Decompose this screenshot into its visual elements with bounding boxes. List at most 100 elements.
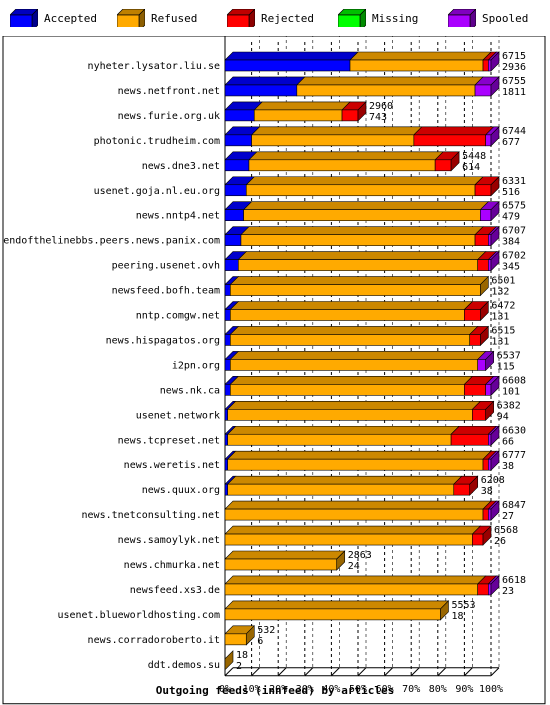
accepted-value-label: 1811 [502,87,526,98]
host-label: usenet.goja.nl.eu.org [94,186,220,197]
total-value-label: 6568 [494,525,518,536]
bar-segment [253,109,343,122]
x-tick-label: 40% [322,684,340,695]
bar-segment [240,234,476,246]
host-label: newsfeed.bofh.team [112,286,220,297]
bar-segment-top [226,400,482,410]
host-label: nntp.comgw.net [136,311,220,322]
bar-segment [224,84,298,97]
x-tick [410,667,420,677]
bar-segment [472,533,484,546]
bar-segment-side [490,450,500,471]
bar-segment [341,109,359,122]
x-tick-label: 20% [269,684,287,695]
bar-segment [474,184,492,197]
total-value-label: 6744 [502,126,526,137]
accepted-value-label: 94 [497,411,509,422]
bar-segment-side [490,375,500,397]
legend-swatch-refused [117,9,145,27]
accepted-value-label: 38 [502,461,514,472]
host-label: i2pn.org [172,360,220,371]
bar-segment [224,134,252,147]
accepted-value-label: 479 [502,212,520,223]
bar-segment-top [224,51,359,61]
bar-segment-top [296,76,484,86]
bar-segment-side [336,550,346,571]
accepted-value-label: 345 [502,262,520,273]
bar-segment [224,209,244,221]
total-value-label: 2960 [369,101,393,112]
accepted-value-label: 131 [491,336,509,347]
x-tick-label: 80% [429,684,447,695]
total-value-label: 6608 [502,375,526,386]
plot-frame [2,36,546,705]
bar-segment-side [490,225,500,247]
total-value-label: 2863 [348,550,372,561]
bar-segment-top [245,176,484,186]
legend-item-spooled: Spooled [448,5,528,31]
bar-segment [224,408,228,421]
legend-item-missing: Missing [338,5,418,31]
host-label: news.corradoroberto.it [88,635,220,646]
bar-segment [224,533,473,546]
total-value-label: 6702 [502,251,526,262]
legend-label: Rejected [261,11,314,25]
bar-segment [224,558,338,571]
accepted-value-label: 24 [348,561,360,572]
bar-segment-top [229,276,490,285]
bar-segment [224,384,231,396]
bar-segment [488,234,492,246]
bar-segment-top [226,475,463,485]
x-tick-label: 90% [455,684,473,695]
x-tick [331,667,340,677]
bar-segment-side [485,350,494,372]
bar-segment-side [480,300,489,322]
total-value-label: 6847 [502,500,526,511]
bar-segment-side [480,325,489,347]
bar-segment [477,359,486,371]
bar-segment [224,458,228,471]
x-axis-title: Outgoing feeds (innfeed) by articles [155,684,395,697]
host-label: photonic.trudheim.com [94,136,220,147]
accepted-value-label: 18 [451,611,463,622]
total-value-label: 5553 [451,600,475,611]
bar-segment [453,483,471,496]
host-label: news.dne3.net [142,161,220,172]
total-value-label: 6382 [497,400,521,411]
total-value-label: 6501 [491,276,515,287]
bar-segment-top [226,425,460,435]
total-value-label: 6472 [491,301,515,312]
bar-segment [485,384,492,396]
bar-segment-top [224,500,492,510]
legend-swatch-missing [338,9,366,27]
bar-segment [488,433,492,446]
total-value-label: 6618 [502,575,526,586]
bar-segment [224,184,247,197]
bar-segment-top [226,450,492,460]
bar-segment [474,234,489,246]
total-value-label: 6331 [502,176,526,187]
host-label: news.quux.org [142,485,220,496]
bar-segment-top [229,301,474,310]
bar-segment-side [490,176,500,197]
bar-segment [413,134,486,147]
bar-segment [349,59,484,72]
bar-segment [227,408,473,421]
host-label: news.netfront.net [118,86,220,97]
bar-segment [488,508,492,521]
accepted-value-label: 384 [502,237,520,248]
x-tick [277,667,287,677]
host-label: news.hispagatos.org [106,335,220,346]
bar-segment-side [224,650,234,671]
total-value-label: 6715 [502,51,526,62]
bar-segment-top [224,575,487,585]
bar-segment-top [229,326,479,335]
bar-segment-top [229,376,474,385]
total-value-label: 6777 [502,450,526,461]
bar-segment-top [349,51,492,61]
accepted-value-label: 38 [481,486,493,497]
legend-swatch-accepted [10,9,38,27]
host-label: news.chmurka.net [124,560,220,571]
bar-segment [477,583,489,596]
bar-segment-top [224,550,346,560]
